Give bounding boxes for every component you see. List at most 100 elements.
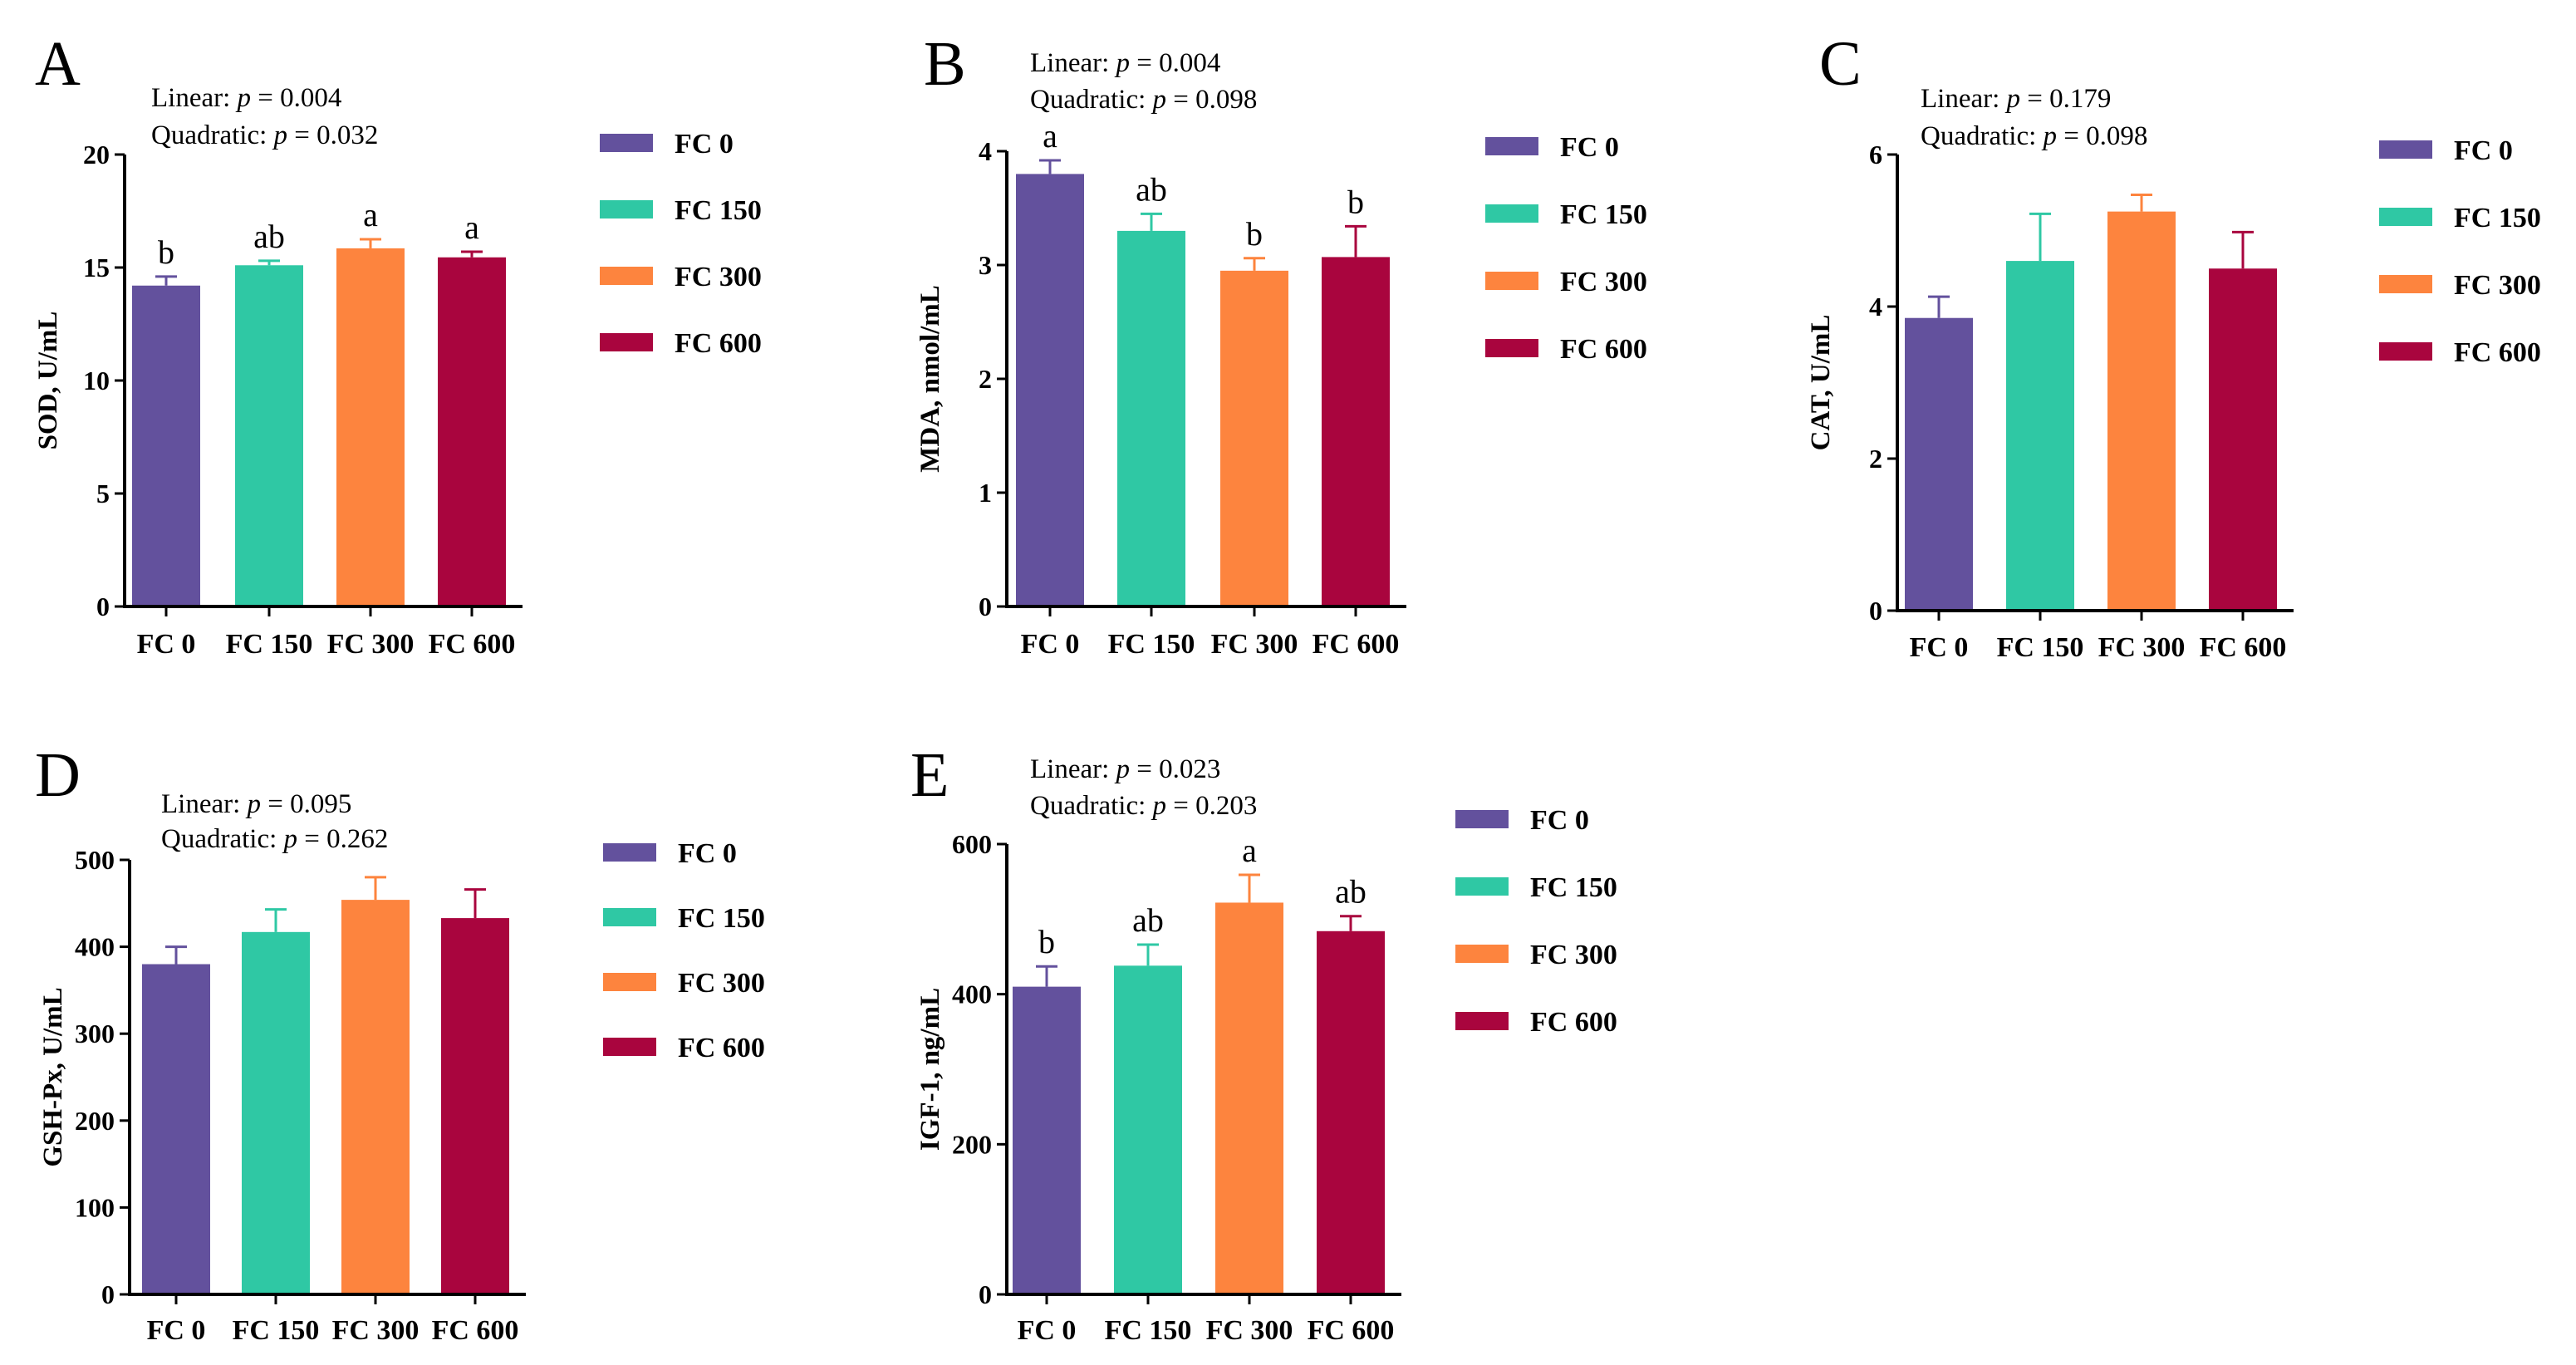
x-tick-label: FC 600 bbox=[1308, 1315, 1395, 1346]
bar-fc-600 bbox=[1322, 257, 1390, 606]
significance-letter: b bbox=[1347, 183, 1364, 220]
y-tick-label: 0 bbox=[979, 1279, 992, 1309]
x-tick-label: FC 150 bbox=[1105, 1315, 1192, 1346]
legend-swatch bbox=[1455, 945, 1509, 963]
legend-swatch bbox=[600, 134, 653, 152]
linear-stat: Linear: p = 0.095 bbox=[161, 789, 351, 819]
y-axis-label: MDA, nmol/mL bbox=[915, 285, 945, 473]
legend-label: FC 600 bbox=[675, 328, 762, 359]
bar-fc-150 bbox=[235, 265, 303, 606]
legend-swatch bbox=[603, 908, 656, 926]
y-tick-label: 0 bbox=[1869, 596, 1882, 626]
panel-letter: C bbox=[1819, 29, 1862, 99]
y-tick-label: 0 bbox=[101, 1279, 115, 1309]
legend-swatch bbox=[2379, 208, 2432, 226]
bar-fc-600 bbox=[438, 257, 506, 606]
legend-label: FC 600 bbox=[2454, 337, 2541, 368]
legend-label: FC 150 bbox=[1560, 199, 1647, 230]
legend-swatch bbox=[1455, 877, 1509, 896]
quadratic-stat: Quadratic: p = 0.098 bbox=[1921, 121, 2147, 151]
panel-e: E Linear: p = 0.023 Quadratic: p = 0.203 IG… bbox=[910, 740, 1617, 1346]
panel-c: C Linear: p = 0.179 Quadratic: p = 0.098 CA… bbox=[1806, 29, 2541, 663]
legend-label: FC 300 bbox=[678, 968, 765, 999]
bar-fc-0 bbox=[142, 964, 210, 1294]
bar-fc-300 bbox=[336, 248, 405, 606]
legend-label: FC 300 bbox=[675, 262, 762, 292]
quadratic-label: Quadratic: bbox=[1030, 85, 1153, 115]
y-tick-label: 20 bbox=[83, 140, 110, 169]
linear-p-value: = 0.004 bbox=[251, 83, 341, 113]
bar-fc-0 bbox=[1905, 317, 1973, 611]
y-tick-label: 6 bbox=[1869, 140, 1882, 169]
panel-letter: B bbox=[924, 29, 966, 99]
legend-swatch bbox=[600, 267, 653, 285]
panel-a: A Linear: p = 0.004 Quadratic: p = 0.032 SO… bbox=[33, 29, 762, 660]
legend-label: FC 150 bbox=[678, 903, 765, 934]
p-symbol: p bbox=[1115, 754, 1131, 784]
panel-letter: E bbox=[910, 740, 949, 810]
bar-fc-600 bbox=[1317, 930, 1385, 1294]
quadratic-label: Quadratic: bbox=[1921, 121, 2044, 151]
linear-label: Linear: bbox=[161, 789, 248, 819]
y-axis-label: CAT, U/mL bbox=[1806, 315, 1836, 451]
significance-letter: a bbox=[363, 196, 378, 233]
panel-letter: A bbox=[35, 29, 81, 99]
x-tick-label: FC 0 bbox=[1021, 629, 1080, 660]
significance-letter: a bbox=[464, 209, 479, 246]
y-tick-label: 400 bbox=[952, 980, 992, 1009]
quadratic-stat: Quadratic: p = 0.203 bbox=[1030, 791, 1257, 821]
bar-fc-300 bbox=[1215, 902, 1283, 1294]
quadratic-label: Quadratic: bbox=[161, 824, 284, 854]
x-tick-label: FC 600 bbox=[1313, 629, 1400, 660]
linear-stat: Linear: p = 0.179 bbox=[1921, 84, 2111, 114]
linear-label: Linear: bbox=[1921, 84, 2007, 114]
p-symbol: p bbox=[236, 83, 252, 113]
legend-label: FC 600 bbox=[1530, 1007, 1617, 1038]
legend-label: FC 0 bbox=[675, 129, 734, 160]
y-tick-label: 200 bbox=[952, 1129, 992, 1159]
legend-swatch bbox=[1455, 810, 1509, 828]
linear-p-value: = 0.179 bbox=[2020, 84, 2111, 114]
y-axis-label: GSH-Px, U/mL bbox=[38, 987, 68, 1166]
significance-letter: b bbox=[158, 233, 174, 271]
y-tick-label: 600 bbox=[952, 829, 992, 859]
x-tick-label: FC 0 bbox=[137, 629, 196, 660]
y-tick-label: 1 bbox=[979, 478, 992, 508]
legend-swatch bbox=[1485, 272, 1538, 290]
legend-label: FC 300 bbox=[1530, 940, 1617, 970]
legend: FC 0 FC 150 FC 300 FC 600 bbox=[603, 838, 765, 1063]
linear-p-value: = 0.023 bbox=[1130, 754, 1220, 784]
x-tick-label: FC 150 bbox=[1108, 629, 1195, 660]
y-tick-label: 100 bbox=[75, 1192, 115, 1222]
panel-d: D Linear: p = 0.095 Quadratic: p = 0.262 GS… bbox=[35, 740, 765, 1346]
legend-swatch bbox=[603, 1038, 656, 1056]
y-tick-label: 0 bbox=[979, 592, 992, 621]
legend-swatch bbox=[2379, 275, 2432, 293]
legend-swatch bbox=[1485, 204, 1538, 223]
quadratic-stat: Quadratic: p = 0.098 bbox=[1030, 85, 1257, 115]
quadratic-p-value: = 0.262 bbox=[297, 824, 388, 854]
x-tick-label: FC 0 bbox=[1910, 632, 1969, 663]
panel-letter: D bbox=[35, 740, 81, 810]
y-tick-label: 200 bbox=[75, 1106, 115, 1136]
legend-swatch bbox=[600, 200, 653, 218]
legend-swatch bbox=[1485, 339, 1538, 357]
legend-label: FC 600 bbox=[678, 1033, 765, 1063]
significance-letter: ab bbox=[1132, 901, 1164, 939]
x-tick-label: FC 300 bbox=[332, 1315, 420, 1346]
legend: FC 0 FC 150 FC 300 FC 600 bbox=[600, 129, 762, 359]
linear-p-value: = 0.095 bbox=[261, 789, 351, 819]
y-tick-label: 15 bbox=[83, 253, 110, 282]
linear-label: Linear: bbox=[1030, 754, 1116, 784]
bar-fc-150 bbox=[2006, 261, 2074, 611]
y-axis-label: SOD, U/mL bbox=[33, 312, 63, 450]
x-tick-label: FC 300 bbox=[2098, 632, 2186, 663]
y-tick-label: 4 bbox=[1869, 292, 1882, 322]
linear-stat: Linear: p = 0.004 bbox=[151, 83, 341, 113]
legend-swatch bbox=[603, 973, 656, 991]
legend-label: FC 600 bbox=[1560, 334, 1647, 365]
bar-fc-0 bbox=[1016, 174, 1084, 606]
y-axis-label: IGF-1, ng/mL bbox=[915, 988, 945, 1151]
y-tick-label: 0 bbox=[96, 592, 110, 621]
